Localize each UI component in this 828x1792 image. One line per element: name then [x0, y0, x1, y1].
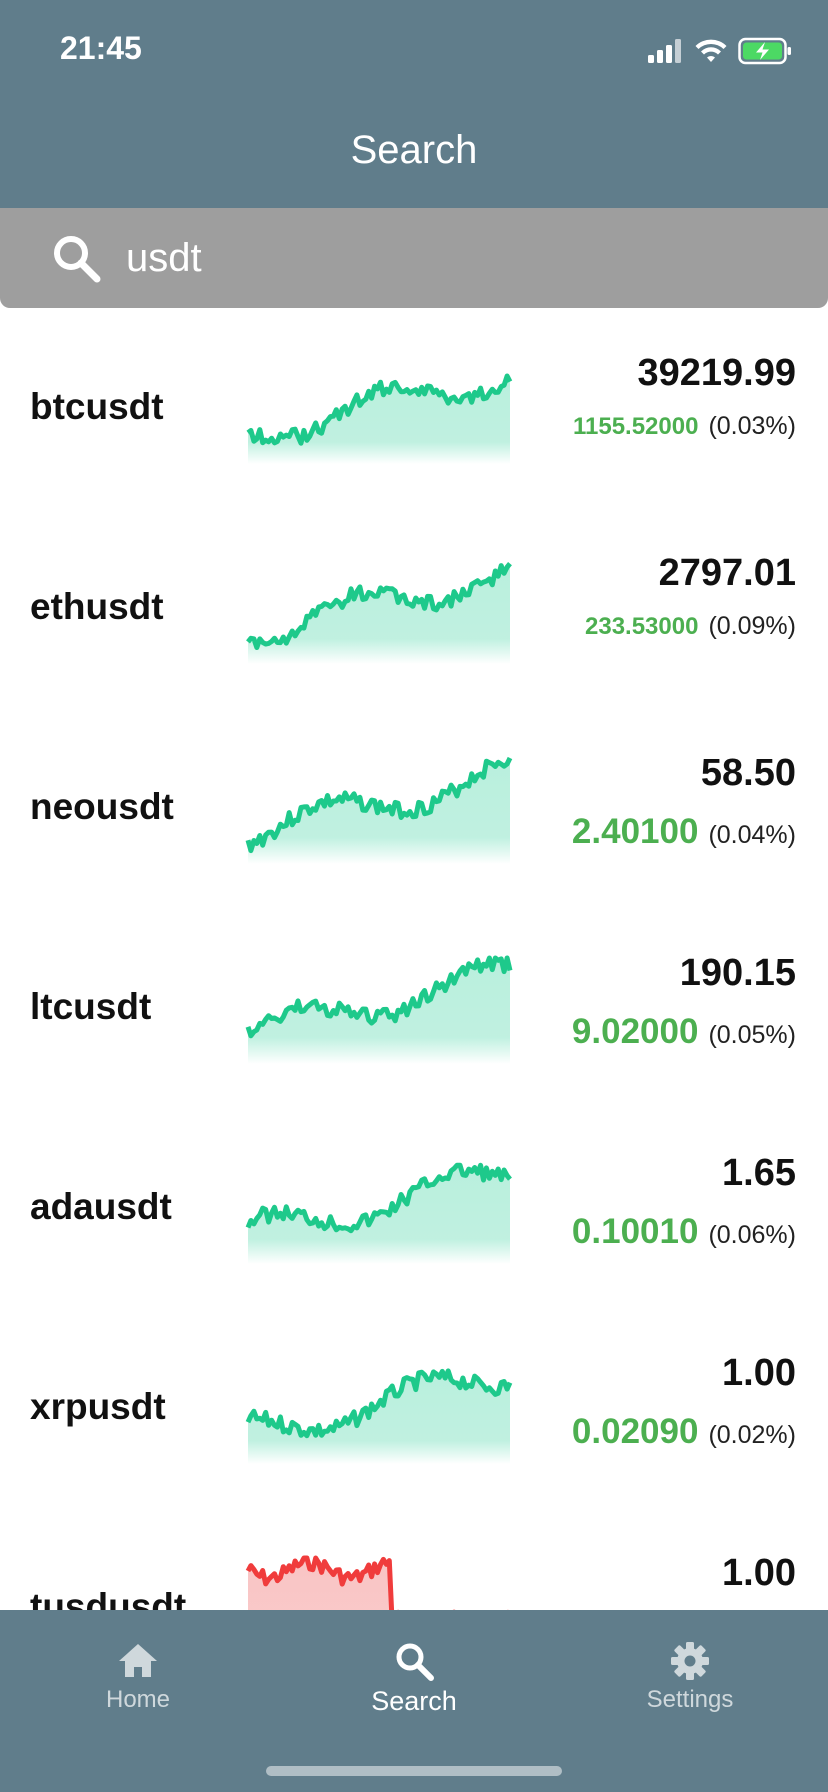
change-percent: (0.06%) [708, 1221, 796, 1249]
price-value: 1.65 [722, 1152, 796, 1194]
change-percent: (0.09%) [708, 612, 796, 640]
price-value: 1.00 [722, 1552, 796, 1594]
ticker-symbol: neousdt [30, 786, 174, 827]
sparkline-chart [245, 955, 513, 1064]
sparkline-area [248, 563, 510, 664]
sparkline-chart [245, 1162, 512, 1264]
change-amount: 9.02000 [571, 1012, 699, 1051]
price-value: 39219.99 [637, 352, 797, 394]
sparkline-line [245, 1162, 512, 1234]
list-item[interactable]: ltcusdt 190.15 9.02000 (0.05%) [0, 908, 828, 1108]
change-percent: (0.02%) [708, 1421, 796, 1449]
price-change: 1155.52000 (0.03%) [573, 412, 796, 441]
price-value: 58.50 [700, 752, 796, 794]
page-title: Search [350, 128, 478, 172]
change-percent: (0.04%) [708, 821, 796, 849]
change-amount: 0.10010 [571, 1212, 699, 1251]
list-item[interactable]: btcusdt 39219.99 1155.52000 (0.03%) [0, 308, 828, 508]
gear-icon [671, 1642, 709, 1680]
list-item[interactable]: adausdt 1.65 0.10010 (0.06%) [0, 1108, 828, 1308]
sparkline-line [246, 562, 512, 650]
sparkline-area [248, 958, 510, 1064]
price-value: 190.15 [679, 952, 796, 994]
signal-icon [648, 39, 681, 63]
tab-home[interactable]: Home [38, 1628, 238, 1728]
sparkline-chart [245, 1368, 513, 1464]
battery-charging-icon [738, 37, 791, 65]
price-change: 9.02000 (0.05%) [572, 1012, 796, 1052]
sparkline-chart [245, 1555, 509, 1610]
list-item[interactable]: neousdt 58.50 2.40100 (0.04%) [0, 708, 828, 908]
tab-search[interactable]: Search [314, 1628, 514, 1728]
sparkline-line [245, 1555, 509, 1610]
price-value: 1.00 [722, 1352, 796, 1394]
sparkline-chart [246, 562, 512, 664]
search-results-list[interactable]: btcusdt 39219.99 1155.52000 (0.03%) ethusdt 2… [0, 308, 828, 1610]
ticker-symbol: btcusdt [30, 386, 164, 427]
price-change: 0.10010 (0.06%) [572, 1212, 796, 1252]
change-amount: 1155.52000 [572, 413, 699, 440]
tab-label: Settings [646, 1686, 734, 1713]
status-icons [648, 36, 792, 66]
tab-settings[interactable]: Settings [590, 1628, 790, 1728]
sparkline-line [245, 756, 513, 854]
list-item[interactable]: tusdusdt 1.00 [0, 1508, 828, 1610]
ticker-symbol: xrpusdt [30, 1386, 166, 1427]
search-input[interactable] [126, 230, 786, 286]
sparkline-area [248, 1370, 510, 1464]
sparkline-line [245, 955, 513, 1039]
price-change: 0.02090 (0.02%) [572, 1412, 796, 1452]
home-indicator [266, 1766, 562, 1776]
ticker-symbol: adausdt [30, 1186, 172, 1227]
change-amount: 0.02090 [571, 1412, 699, 1451]
sparkline-line [245, 1368, 513, 1439]
ticker-symbol: tusdusdt [30, 1586, 187, 1610]
sparkline-line [246, 373, 513, 446]
price-change: 233.53000 (0.09%) [585, 612, 796, 641]
app-header: 21:45 Search [0, 0, 828, 208]
sparkline-chart [246, 373, 513, 464]
change-percent: (0.05%) [708, 1021, 796, 1049]
tab-label: Home [105, 1686, 171, 1713]
ticker-symbol: ltcusdt [30, 986, 152, 1027]
wifi-icon [695, 39, 727, 62]
search-icon [396, 1643, 434, 1681]
sparkline-chart [245, 756, 513, 864]
list-item[interactable]: xrpusdt 1.00 0.02090 (0.02%) [0, 1308, 828, 1508]
change-amount: 233.53000 [585, 613, 699, 640]
home-icon [119, 1644, 157, 1677]
change-amount: 2.40100 [571, 812, 699, 851]
change-percent: (0.03%) [708, 412, 796, 440]
price-change: 2.40100 (0.04%) [572, 812, 796, 852]
list-item[interactable]: ethusdt 2797.01 233.53000 (0.09%) [0, 508, 828, 708]
search-bar [0, 208, 828, 308]
price-value: 2797.01 [658, 552, 796, 594]
search-icon [54, 236, 101, 283]
tab-label: Search [371, 1686, 457, 1716]
status-time: 21:45 [60, 30, 142, 66]
bottom-tab-bar: Home Search Settings [0, 1610, 828, 1792]
ticker-symbol: ethusdt [30, 586, 164, 627]
